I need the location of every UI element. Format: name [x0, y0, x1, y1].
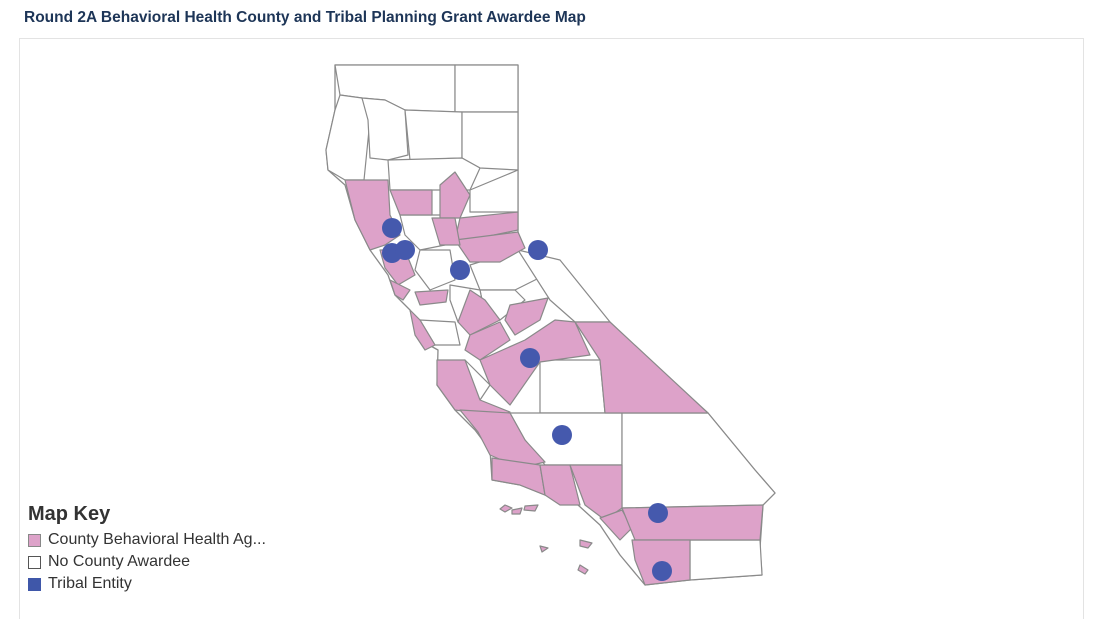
island — [577, 564, 589, 575]
county-region[interactable] — [325, 94, 371, 181]
pink-swatch-icon — [28, 533, 41, 547]
county-region[interactable] — [431, 217, 461, 246]
map-legend: Map Key County Behavioral Health Ag... N… — [28, 503, 266, 595]
county-region[interactable] — [387, 157, 481, 191]
legend-item-no-awardee[interactable]: No County Awardee — [28, 551, 266, 573]
county-region[interactable] — [491, 457, 546, 496]
legend-label: Tribal Entity — [48, 575, 132, 592]
county-region[interactable] — [464, 321, 511, 361]
blue-swatch-icon — [28, 577, 41, 591]
county-region[interactable] — [461, 111, 519, 171]
tribal-entity-marker[interactable] — [528, 240, 548, 260]
county-region[interactable] — [439, 171, 471, 219]
county-region[interactable] — [404, 109, 463, 161]
county-region[interactable] — [689, 539, 763, 581]
legend-item-county-awardee[interactable]: County Behavioral Health Ag... — [28, 529, 266, 551]
county-region[interactable] — [389, 279, 411, 301]
legend-label: No County Awardee — [48, 553, 191, 570]
county-region[interactable] — [504, 297, 549, 336]
county-region[interactable] — [621, 504, 764, 541]
page-title: Round 2A Behavioral Health County and Tr… — [24, 9, 586, 26]
legend-item-tribal-entity[interactable]: Tribal Entity — [28, 573, 266, 595]
island — [579, 539, 593, 549]
island — [511, 507, 523, 515]
county-region[interactable] — [539, 359, 606, 414]
tribal-markers — [382, 218, 672, 581]
tribal-entity-marker[interactable] — [450, 260, 470, 280]
legend-title: Map Key — [28, 503, 111, 525]
county-region[interactable] — [621, 412, 776, 509]
tribal-entity-marker[interactable] — [520, 348, 540, 368]
island — [539, 545, 549, 553]
tribal-entity-marker[interactable] — [652, 561, 672, 581]
county-region[interactable] — [454, 231, 526, 263]
tribal-entity-marker[interactable] — [382, 218, 402, 238]
county-region[interactable] — [361, 97, 409, 161]
county-region[interactable] — [409, 309, 436, 351]
white-swatch-icon — [28, 555, 41, 569]
county-region[interactable] — [414, 289, 449, 306]
county-region[interactable] — [414, 249, 456, 291]
tribal-entity-marker[interactable] — [395, 240, 415, 260]
county-region[interactable] — [539, 464, 581, 506]
island — [499, 504, 513, 513]
tribal-entity-marker[interactable] — [648, 503, 668, 523]
county-region[interactable] — [457, 289, 501, 336]
legend-label: County Behavioral Health Ag... — [48, 531, 266, 548]
tribal-entity-marker[interactable] — [552, 425, 572, 445]
county-region[interactable] — [389, 189, 433, 216]
county-region[interactable] — [574, 321, 709, 414]
county-region[interactable] — [454, 64, 519, 113]
island — [523, 504, 539, 512]
